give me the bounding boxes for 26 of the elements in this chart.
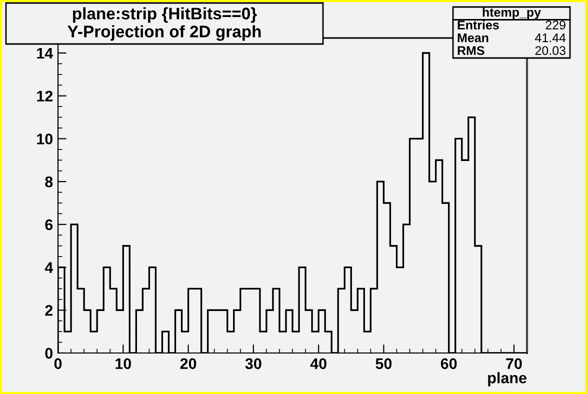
chart-title: plane:strip {HitBits==0} bbox=[72, 7, 257, 23]
x-tick-label: 20 bbox=[180, 358, 196, 370]
y-tick-label: 2 bbox=[45, 305, 53, 316]
x-tick-label: 50 bbox=[376, 358, 392, 370]
y-tick-label: 0 bbox=[45, 348, 53, 359]
text: 41.44 bbox=[535, 34, 566, 42]
x-tick-label: 10 bbox=[116, 358, 132, 370]
y-tick-label: 8 bbox=[45, 176, 53, 188]
y-tick-label: 6 bbox=[45, 219, 53, 230]
y-tick-label: 4 bbox=[44, 262, 54, 273]
text: 20.03 bbox=[535, 46, 566, 55]
text: 229 bbox=[546, 20, 566, 30]
x-tick-label: 70 bbox=[506, 358, 522, 370]
chart-subtitle: Y-Projection of 2D graph bbox=[68, 25, 261, 41]
text: htemp_py bbox=[482, 8, 541, 20]
y-tick-label: 10 bbox=[37, 134, 53, 144]
x-tick-label: 60 bbox=[440, 358, 457, 370]
x-tick-label: 30 bbox=[245, 358, 262, 370]
x-tick-label: 0 bbox=[54, 358, 62, 370]
text: Entries bbox=[458, 20, 499, 30]
x-axis-title: plane bbox=[488, 372, 526, 386]
x-tick-label: 40 bbox=[310, 358, 326, 370]
y-tick-label: 14 bbox=[37, 48, 54, 59]
annotation: RMS bbox=[458, 46, 484, 55]
annotation: Mean bbox=[458, 34, 488, 42]
y-tick-label: 12 bbox=[37, 90, 53, 102]
